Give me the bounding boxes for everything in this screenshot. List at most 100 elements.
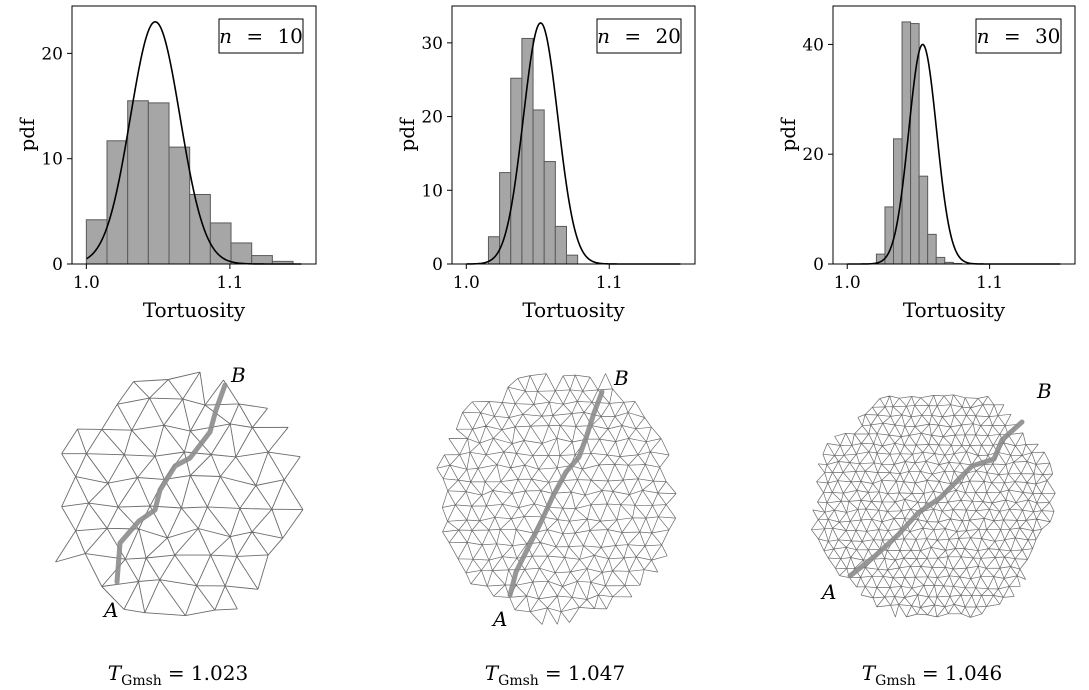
histogram-bar	[565, 254, 579, 265]
y-tick-label: 20	[41, 44, 63, 64]
legend-variable: n	[219, 24, 232, 48]
legend-box: n = 10	[218, 18, 304, 54]
histogram-bar	[106, 140, 129, 265]
y-axis-label: pdf	[776, 117, 800, 152]
legend-value: 30	[1035, 24, 1060, 48]
histogram-bar	[935, 256, 946, 265]
mesh-edge-set	[55, 371, 304, 617]
legend-box: n = 20	[596, 18, 682, 54]
mesh-edge-set	[811, 394, 1056, 618]
point-a-label: A	[820, 580, 836, 604]
histogram-panel-n30: 1.0 1.1 0 20 40 Tortuosity pdf n = 30	[776, 5, 1076, 322]
caption-subscript: Gmsh	[121, 673, 162, 689]
point-b-label: B	[1036, 379, 1052, 403]
histogram-bar	[147, 102, 170, 265]
plot-frame	[71, 5, 317, 265]
legend-variable: n	[597, 24, 610, 48]
point-b-label: B	[230, 363, 246, 387]
caption-value: = 1.023	[168, 661, 248, 685]
y-tick-label: 20	[421, 108, 443, 128]
x-tick-label: 1.0	[453, 273, 480, 293]
triangular-mesh	[436, 373, 677, 625]
caption-value: = 1.046	[922, 661, 1002, 685]
mesh-panel-medium: A B TGmsh = 1.047	[436, 366, 677, 689]
legend-label: n = 10	[219, 24, 303, 48]
x-tick-label: 1.0	[834, 273, 861, 293]
mesh-panel-coarse: A B TGmsh = 1.023	[55, 363, 304, 689]
y-axis-ticks: 0 20 40	[802, 35, 833, 275]
legend-variable: n	[977, 24, 990, 48]
triangular-mesh	[55, 371, 304, 617]
caption-value: = 1.047	[545, 661, 625, 685]
plot-frame	[451, 5, 696, 265]
x-axis-label: Tortuosity	[522, 298, 625, 322]
histogram-bar	[230, 242, 253, 265]
mesh-panel-fine: A B TGmsh = 1.046	[811, 379, 1056, 689]
triangular-mesh	[811, 394, 1056, 618]
legend-label: n = 30	[977, 24, 1061, 48]
mesh-edge-set	[436, 373, 677, 625]
histogram-bar	[521, 37, 534, 265]
x-axis-ticks: 1.0 1.1	[453, 264, 623, 293]
x-axis-label: Tortuosity	[143, 298, 246, 322]
histogram-bars	[487, 37, 579, 265]
y-axis-ticks: 0 10 20	[41, 44, 72, 275]
histogram-bar	[918, 175, 929, 265]
pdf-curve	[847, 43, 1061, 265]
shortest-path	[847, 419, 1025, 579]
caption-subscript: Gmsh	[875, 673, 916, 689]
x-axis-ticks: 1.0 1.1	[73, 264, 243, 293]
y-tick-label: 0	[813, 255, 824, 275]
histogram-bar	[543, 161, 556, 265]
tortuosity-caption: TGmsh = 1.046	[862, 661, 1002, 689]
histogram-bar	[251, 255, 273, 265]
x-tick-label: 1.1	[596, 273, 623, 293]
histogram-bar	[927, 233, 937, 265]
shortest-path	[114, 382, 228, 585]
plot-frame	[832, 5, 1076, 265]
histogram-bar	[127, 100, 149, 265]
histogram-bar	[554, 225, 567, 265]
histogram-bar	[901, 21, 912, 265]
caption-symbol: T	[862, 661, 877, 685]
legend-value: 20	[655, 24, 680, 48]
y-tick-label: 0	[432, 255, 443, 275]
legend-box: n = 30	[975, 18, 1062, 54]
y-tick-label: 40	[802, 35, 824, 55]
x-axis-label: Tortuosity	[903, 298, 1006, 322]
point-b-label: B	[613, 366, 629, 390]
histogram-bar	[168, 146, 191, 265]
y-axis-label: pdf	[395, 117, 419, 152]
y-tick-label: 20	[802, 145, 824, 165]
legend-value: 10	[277, 24, 302, 48]
x-tick-label: 1.1	[216, 273, 243, 293]
y-axis-ticks: 0 10 20 30	[421, 34, 452, 275]
x-tick-label: 1.1	[976, 273, 1003, 293]
x-axis-ticks: 1.0 1.1	[834, 264, 1003, 293]
y-tick-label: 10	[421, 181, 443, 201]
y-tick-label: 0	[52, 255, 63, 275]
caption-symbol: T	[108, 661, 123, 685]
histogram-bar	[189, 193, 211, 265]
x-tick-label: 1.0	[73, 273, 100, 293]
tortuosity-caption: TGmsh = 1.047	[485, 661, 625, 689]
shortest-path	[507, 389, 605, 598]
histogram-bar	[532, 109, 545, 265]
histogram-bar	[209, 222, 232, 265]
histogram-panel-n20: 1.0 1.1 0 10 20 30 Tortuosity pdf n = 20	[395, 5, 696, 322]
y-tick-label: 30	[421, 34, 443, 54]
legend-equals: =	[1004, 24, 1021, 48]
caption-symbol: T	[485, 661, 500, 685]
point-a-label: A	[102, 598, 118, 622]
point-a-label: A	[491, 607, 507, 631]
pdf-curve	[466, 22, 681, 265]
tortuosity-caption: TGmsh = 1.023	[108, 661, 248, 689]
y-axis-label: pdf	[15, 117, 39, 152]
legend-equals: =	[246, 24, 263, 48]
y-tick-label: 10	[41, 150, 63, 170]
caption-subscript: Gmsh	[498, 673, 539, 689]
legend-equals: =	[624, 24, 641, 48]
histogram-panel-n10: 1.0 1.1 0 10 20 Tortuosity pdf n = 10	[15, 5, 317, 322]
histogram-bars	[85, 100, 294, 265]
